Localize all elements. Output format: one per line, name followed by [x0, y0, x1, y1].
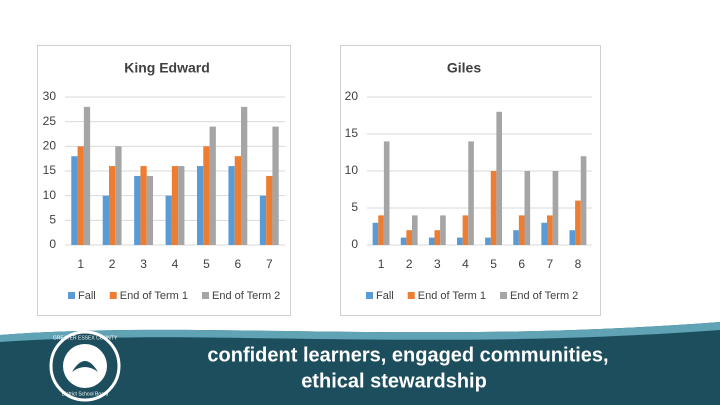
logo-text: District School Board — [62, 391, 109, 397]
y-tick-label: 10 — [43, 188, 57, 202]
bar — [490, 171, 497, 245]
bar — [241, 106, 248, 245]
x-tick-label: 5 — [203, 257, 210, 271]
legend-swatch — [202, 292, 210, 299]
bar — [109, 166, 116, 245]
y-tick-label: 15 — [345, 126, 359, 140]
bar — [228, 166, 235, 245]
x-tick-label: 1 — [378, 257, 385, 271]
bar — [412, 215, 418, 245]
bar — [428, 237, 435, 245]
bar — [434, 230, 441, 245]
bar — [234, 156, 241, 245]
bar — [383, 141, 390, 245]
bar — [457, 237, 463, 245]
bar — [209, 126, 216, 245]
y-tick-label: 30 — [43, 89, 57, 103]
x-tick-label: 2 — [406, 257, 413, 271]
bar — [171, 166, 179, 245]
x-tick-label: 6 — [518, 257, 525, 271]
legend-swatch — [109, 292, 117, 299]
bar — [77, 146, 84, 245]
bar — [552, 171, 559, 245]
bar — [197, 166, 204, 245]
bar — [134, 175, 141, 245]
bar — [440, 215, 446, 245]
bar — [468, 141, 474, 245]
x-tick-label: 8 — [575, 257, 582, 271]
x-tick-label: 3 — [140, 257, 147, 271]
y-tick-label: 20 — [43, 139, 57, 153]
bar — [372, 222, 379, 245]
x-tick-label: 7 — [546, 257, 553, 271]
bar — [165, 195, 172, 245]
bar — [513, 230, 519, 245]
bar — [406, 230, 412, 245]
legend-swatch — [68, 292, 75, 299]
x-tick-label: 4 — [462, 257, 469, 271]
legend-label: End of Term 2 — [510, 290, 578, 302]
legend-swatch — [500, 292, 508, 299]
bar — [266, 175, 273, 245]
y-tick-label: 0 — [49, 237, 56, 251]
bar — [378, 215, 384, 245]
bar — [569, 230, 576, 245]
bar — [140, 166, 147, 245]
x-tick-label: 7 — [266, 257, 273, 271]
legend-label: Fall — [78, 290, 96, 302]
x-tick-label: 3 — [434, 257, 441, 271]
x-tick-label: 6 — [235, 257, 242, 271]
bar — [272, 126, 279, 245]
legend-label: End of Term 2 — [212, 290, 280, 302]
footer-text: ethical stewardship — [301, 370, 487, 392]
y-tick-label: 25 — [43, 114, 57, 128]
bar — [400, 237, 407, 245]
legend-label: End of Term 1 — [120, 290, 188, 302]
bar — [203, 146, 210, 245]
y-tick-label: 20 — [345, 89, 359, 103]
y-tick-label: 15 — [43, 163, 57, 177]
x-tick-label: 4 — [172, 257, 179, 271]
bar — [524, 171, 531, 245]
bar — [178, 166, 185, 245]
bar — [115, 146, 122, 245]
bar — [102, 195, 109, 245]
y-tick-label: 0 — [351, 237, 358, 251]
y-tick-label: 10 — [345, 163, 359, 177]
x-tick-label: 2 — [109, 257, 116, 271]
legend-label: End of Term 1 — [418, 290, 486, 302]
bar — [71, 156, 78, 245]
bar — [547, 215, 553, 245]
chart-title: Giles — [447, 60, 481, 76]
logo-figure — [72, 361, 98, 372]
legend-swatch — [407, 292, 415, 299]
footer-text: confident learners, engaged communities, — [207, 344, 608, 366]
x-tick-label: 5 — [490, 257, 497, 271]
chart-title: King Edward — [124, 60, 210, 76]
y-tick-label: 5 — [351, 200, 358, 214]
y-tick-label: 5 — [49, 213, 56, 227]
legend-swatch — [366, 292, 373, 299]
footer-wave — [0, 322, 720, 342]
bar — [485, 237, 491, 245]
bar — [575, 200, 581, 245]
legend-label: Fall — [376, 290, 394, 302]
logo-text: GREATER ESSEX COUNTY — [53, 335, 118, 341]
bar — [580, 156, 587, 245]
bar — [462, 215, 469, 245]
bar — [496, 111, 502, 245]
bar — [541, 222, 547, 245]
bar — [259, 195, 267, 245]
bar — [518, 215, 525, 245]
x-tick-label: 1 — [77, 257, 84, 271]
footer-band — [0, 322, 720, 405]
bar — [146, 175, 153, 245]
bar — [83, 106, 91, 245]
